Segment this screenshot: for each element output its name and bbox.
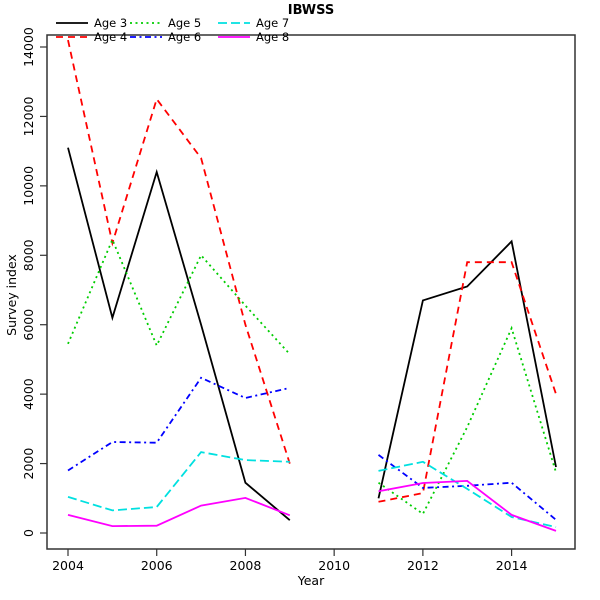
plot-box (46, 34, 576, 550)
x-tick-label: 2014 (496, 558, 528, 573)
y-tick-label: 14000 (21, 27, 36, 67)
chart-title: IBWSS (288, 3, 335, 18)
y-tick-label: 12000 (21, 96, 36, 136)
y-tick-label: 8000 (21, 239, 36, 271)
x-tick-label: 2006 (141, 558, 173, 573)
y-tick-label: 2000 (21, 448, 36, 480)
y-tick-label: 0 (21, 529, 36, 537)
y-tick-label: 10000 (21, 166, 36, 206)
x-tick-label: 2004 (52, 558, 84, 573)
legend-label-age-6: Age 6 (168, 30, 201, 44)
y-axis-label: Survey index (4, 254, 19, 336)
legend-label-age-7: Age 7 (256, 16, 289, 30)
x-tick-label: 2012 (407, 558, 439, 573)
legend-label-age-5: Age 5 (168, 16, 201, 30)
x-axis-label: Year (297, 573, 325, 588)
y-tick-label: 6000 (21, 309, 36, 341)
legend-label-age-4: Age 4 (94, 30, 127, 44)
series-lines (67, 39, 557, 532)
y-tick-label: 4000 (21, 378, 36, 410)
x-tick-label: 2008 (230, 558, 262, 573)
series-line-age-6 (67, 376, 557, 521)
series-line-age-3 (67, 147, 557, 521)
legend-label-age-3: Age 3 (94, 16, 127, 30)
legend-label-age-8: Age 8 (256, 30, 289, 44)
series-line-age-5 (67, 237, 557, 516)
series-line-age-4 (67, 39, 557, 503)
series-line-age-8 (67, 479, 557, 532)
axis-ticks: 2004 2006 2008 2010 2012 2014 0 2000 4000 6000 800… (21, 27, 528, 573)
x-tick-label: 2010 (318, 558, 350, 573)
